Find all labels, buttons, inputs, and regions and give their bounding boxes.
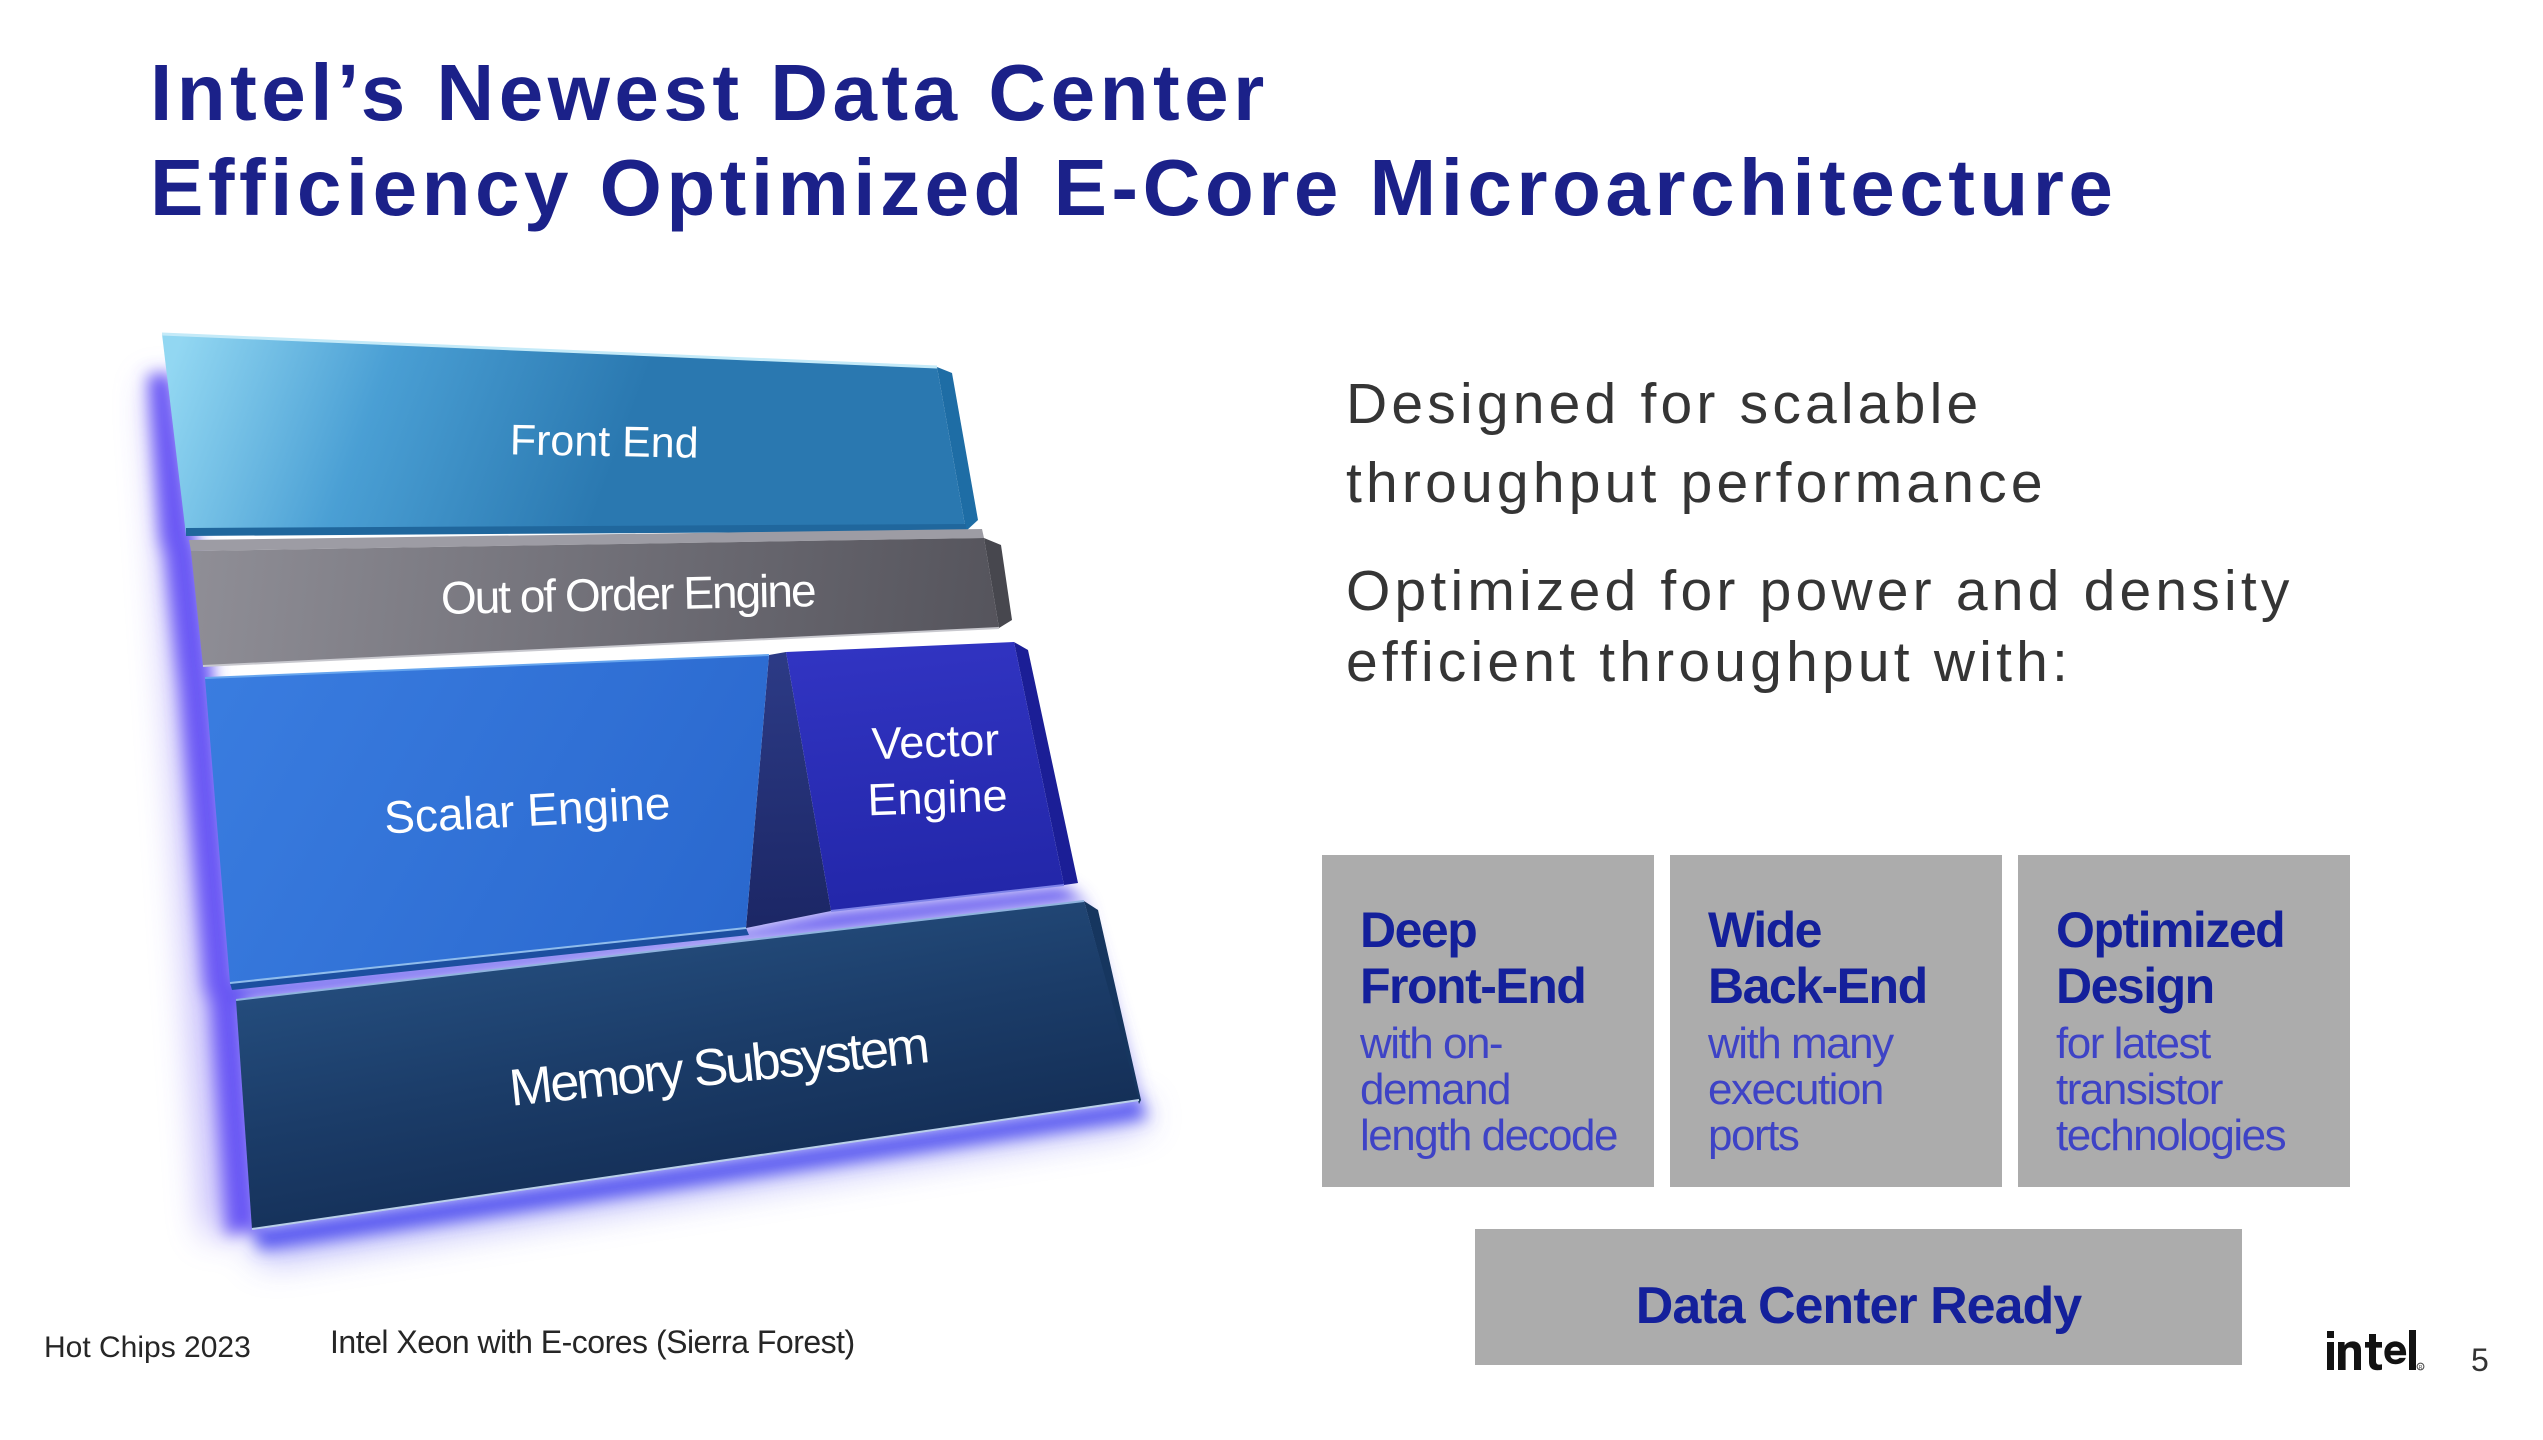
- svg-text:Front End: Front End: [509, 416, 699, 467]
- svg-text:Vector: Vector: [871, 714, 1000, 769]
- svg-text:Out of Order Engine: Out of Order Engine: [440, 564, 815, 624]
- svg-text:Engine: Engine: [867, 770, 1009, 826]
- svg-text:R: R: [2419, 1365, 2423, 1371]
